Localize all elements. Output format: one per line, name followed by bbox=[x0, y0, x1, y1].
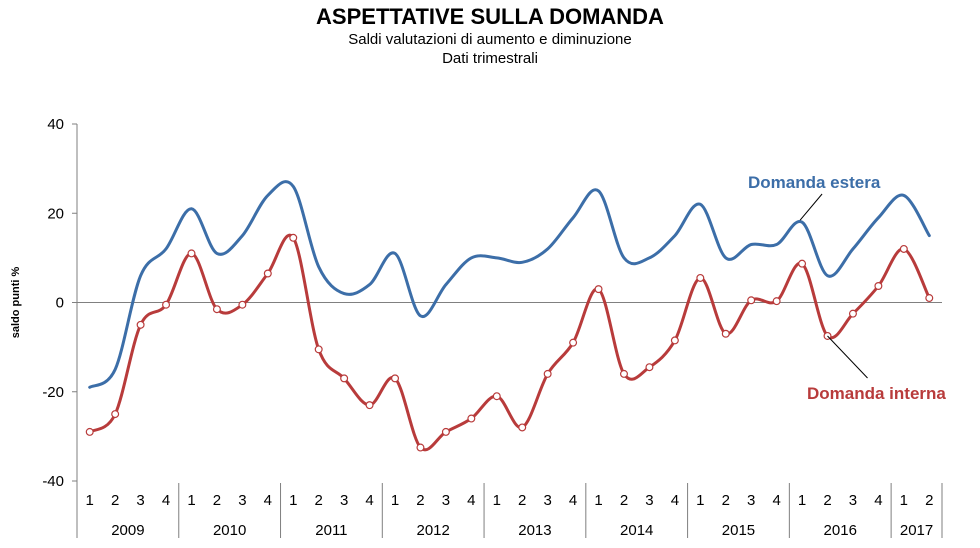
data-point-domanda-interna bbox=[416, 443, 425, 452]
x-quarter-label: 1 bbox=[594, 492, 602, 509]
data-point-domanda-interna bbox=[772, 297, 781, 306]
x-quarter-label: 2 bbox=[925, 492, 933, 509]
x-quarter-label: 2 bbox=[518, 492, 526, 509]
x-quarter-label: 4 bbox=[162, 492, 170, 509]
data-point-domanda-interna bbox=[874, 281, 883, 290]
leader-line-domanda-estera bbox=[799, 193, 823, 221]
x-quarter-label: 1 bbox=[289, 492, 297, 509]
data-point-domanda-interna bbox=[391, 374, 400, 383]
data-point-domanda-interna bbox=[136, 320, 145, 329]
data-point-domanda-interna bbox=[162, 300, 171, 309]
data-point-domanda-interna bbox=[645, 363, 654, 372]
data-point-domanda-interna bbox=[467, 414, 476, 423]
x-quarter-label: 2 bbox=[620, 492, 628, 509]
x-quarter-label: 2 bbox=[823, 492, 831, 509]
series-line-domanda-interna bbox=[88, 233, 931, 452]
data-point-domanda-interna bbox=[543, 369, 552, 378]
data-point-domanda-interna bbox=[340, 374, 349, 383]
chart-title: ASPETTATIVE SULLA DOMANDA bbox=[316, 4, 664, 29]
data-point-domanda-interna bbox=[670, 336, 679, 345]
chart-subtitle-line-2: Dati trimestrali bbox=[442, 50, 538, 67]
y-tick-label: 20 bbox=[47, 205, 64, 222]
x-quarter-label: 3 bbox=[645, 492, 653, 509]
data-point-domanda-interna bbox=[899, 244, 908, 253]
data-point-domanda-interna bbox=[365, 401, 374, 410]
data-point-domanda-interna bbox=[848, 309, 857, 318]
x-quarter-label: 3 bbox=[543, 492, 551, 509]
x-quarter-label: 3 bbox=[747, 492, 755, 509]
x-quarter-label: 2 bbox=[416, 492, 424, 509]
x-quarter-label: 3 bbox=[136, 492, 144, 509]
x-quarter-label: 4 bbox=[467, 492, 475, 509]
x-year-label: 2015 bbox=[722, 522, 755, 539]
x-quarter-label: 1 bbox=[696, 492, 704, 509]
x-quarter-label: 4 bbox=[671, 492, 679, 509]
data-point-domanda-interna bbox=[85, 427, 94, 436]
x-quarter-label: 2 bbox=[111, 492, 119, 509]
x-quarter-label: 2 bbox=[213, 492, 221, 509]
x-quarter-label: 1 bbox=[900, 492, 908, 509]
data-point-domanda-interna bbox=[798, 259, 807, 268]
chart-subtitle-line-1: Saldi valutazioni di aumento e diminuzio… bbox=[348, 31, 632, 48]
data-point-domanda-interna bbox=[721, 329, 730, 338]
x-quarter-label: 1 bbox=[493, 492, 501, 509]
data-point-domanda-interna bbox=[289, 233, 298, 242]
x-year-label: 2017 bbox=[900, 522, 933, 539]
x-quarter-label: 2 bbox=[722, 492, 730, 509]
x-quarter-label: 4 bbox=[264, 492, 272, 509]
x-quarter-label: 1 bbox=[798, 492, 806, 509]
x-year-label: 2016 bbox=[824, 522, 857, 539]
x-year-label: 2010 bbox=[213, 522, 246, 539]
x-quarter-label: 1 bbox=[86, 492, 94, 509]
x-quarter-label: 3 bbox=[238, 492, 246, 509]
data-point-domanda-interna bbox=[263, 269, 272, 278]
x-quarter-label: 2 bbox=[315, 492, 323, 509]
x-year-label: 2013 bbox=[518, 522, 551, 539]
data-point-domanda-interna bbox=[238, 300, 247, 309]
data-point-domanda-interna bbox=[925, 294, 934, 303]
data-point-domanda-interna bbox=[441, 427, 450, 436]
y-tick-label: -40 bbox=[42, 473, 64, 490]
data-point-domanda-interna bbox=[747, 296, 756, 305]
x-quarter-label: 4 bbox=[365, 492, 373, 509]
series-line-domanda-estera bbox=[88, 180, 931, 389]
data-point-domanda-interna bbox=[696, 273, 705, 282]
y-tick-label: 40 bbox=[47, 116, 64, 133]
x-year-label: 2009 bbox=[111, 522, 144, 539]
leader-line-domanda-interna bbox=[827, 335, 868, 379]
x-year-label: 2012 bbox=[416, 522, 449, 539]
data-point-domanda-interna bbox=[187, 249, 196, 258]
data-point-domanda-interna bbox=[569, 338, 578, 347]
data-point-domanda-interna bbox=[619, 369, 628, 378]
x-quarter-label: 1 bbox=[391, 492, 399, 509]
data-point-domanda-interna bbox=[111, 410, 120, 419]
x-quarter-label: 4 bbox=[772, 492, 780, 509]
y-axis-label: saldo punti % bbox=[10, 267, 22, 339]
x-quarter-label: 4 bbox=[874, 492, 882, 509]
x-quarter-label: 3 bbox=[340, 492, 348, 509]
x-year-label: 2011 bbox=[315, 522, 347, 539]
x-quarter-label: 1 bbox=[187, 492, 195, 509]
y-tick-label: -20 bbox=[42, 384, 64, 401]
data-point-domanda-interna bbox=[212, 305, 221, 314]
data-point-domanda-interna bbox=[594, 285, 603, 294]
y-tick-label: 0 bbox=[56, 295, 64, 312]
series-label-domanda-estera: Domanda estera bbox=[748, 173, 881, 192]
x-quarter-label: 3 bbox=[849, 492, 857, 509]
chart-titles: ASPETTATIVE SULLA DOMANDA Saldi valutazi… bbox=[0, 4, 980, 68]
series-label-domanda-interna: Domanda interna bbox=[807, 384, 946, 403]
x-quarter-label: 4 bbox=[569, 492, 577, 509]
data-point-domanda-interna bbox=[518, 423, 527, 432]
data-point-domanda-interna bbox=[492, 392, 501, 401]
x-year-label: 2014 bbox=[620, 522, 653, 539]
data-point-domanda-interna bbox=[314, 345, 323, 354]
x-quarter-label: 3 bbox=[442, 492, 450, 509]
